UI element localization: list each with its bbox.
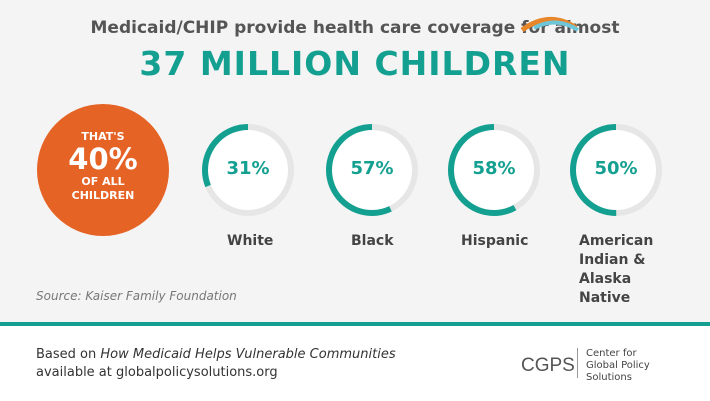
org-line: Global Policy	[586, 360, 650, 371]
donut-label: 57%	[350, 158, 394, 179]
category-label: Black	[351, 233, 394, 249]
rainbow-logo-icon	[520, 17, 580, 33]
callout-circle: THAT'S 40% OF ALL CHILDREN	[37, 104, 169, 236]
donut-svg	[202, 124, 294, 216]
donut-label: 50%	[594, 158, 638, 179]
headline: 37 MILLION CHILDREN	[139, 44, 571, 83]
donut-label: 58%	[472, 158, 516, 179]
source-note: Source: Kaiser Family Foundation	[36, 289, 237, 303]
donut-svg	[570, 124, 662, 216]
donut-arc	[202, 124, 294, 216]
donut-arc	[570, 124, 662, 216]
logo-divider	[577, 348, 578, 378]
callout-line1: THAT'S	[81, 130, 125, 143]
donut-svg	[448, 124, 540, 216]
category-label: Hispanic	[461, 233, 529, 249]
footer-url[interactable]: available at globalpolicysolutions.org	[36, 365, 278, 380]
category-label: American Indian & Alaska Native	[579, 233, 654, 306]
donut-american-indian: 50%	[568, 122, 664, 218]
callout-line2: OF ALL	[81, 175, 125, 188]
donut-arc	[326, 124, 418, 216]
donut-label: 31%	[226, 158, 270, 179]
org-line: Solutions	[586, 372, 632, 383]
category-label: White	[227, 233, 274, 249]
callout-value: 40%	[68, 142, 138, 176]
logo-abbr: CGPS	[521, 355, 575, 376]
subtitle: Medicaid/CHIP provide health care covera…	[90, 18, 620, 38]
logo-org-name: Center for Global Policy Solutions	[586, 348, 666, 384]
donut-svg	[326, 124, 418, 216]
report-title: How Medicaid Helps Vulnerable Communitie…	[100, 347, 396, 362]
donut-hispanic: 58%	[446, 122, 542, 218]
donut-black: 57%	[324, 122, 420, 218]
footer: Based on How Medicaid Helps Vulnerable C…	[0, 326, 710, 401]
donut-white: 31%	[200, 122, 296, 218]
footer-text: Based on How Medicaid Helps Vulnerable C…	[36, 346, 396, 382]
callout-line3: CHILDREN	[71, 189, 135, 202]
footer-prefix: Based on	[36, 347, 101, 362]
org-line: Center for	[586, 348, 637, 359]
divider	[0, 322, 710, 326]
donut-arc	[448, 124, 540, 216]
